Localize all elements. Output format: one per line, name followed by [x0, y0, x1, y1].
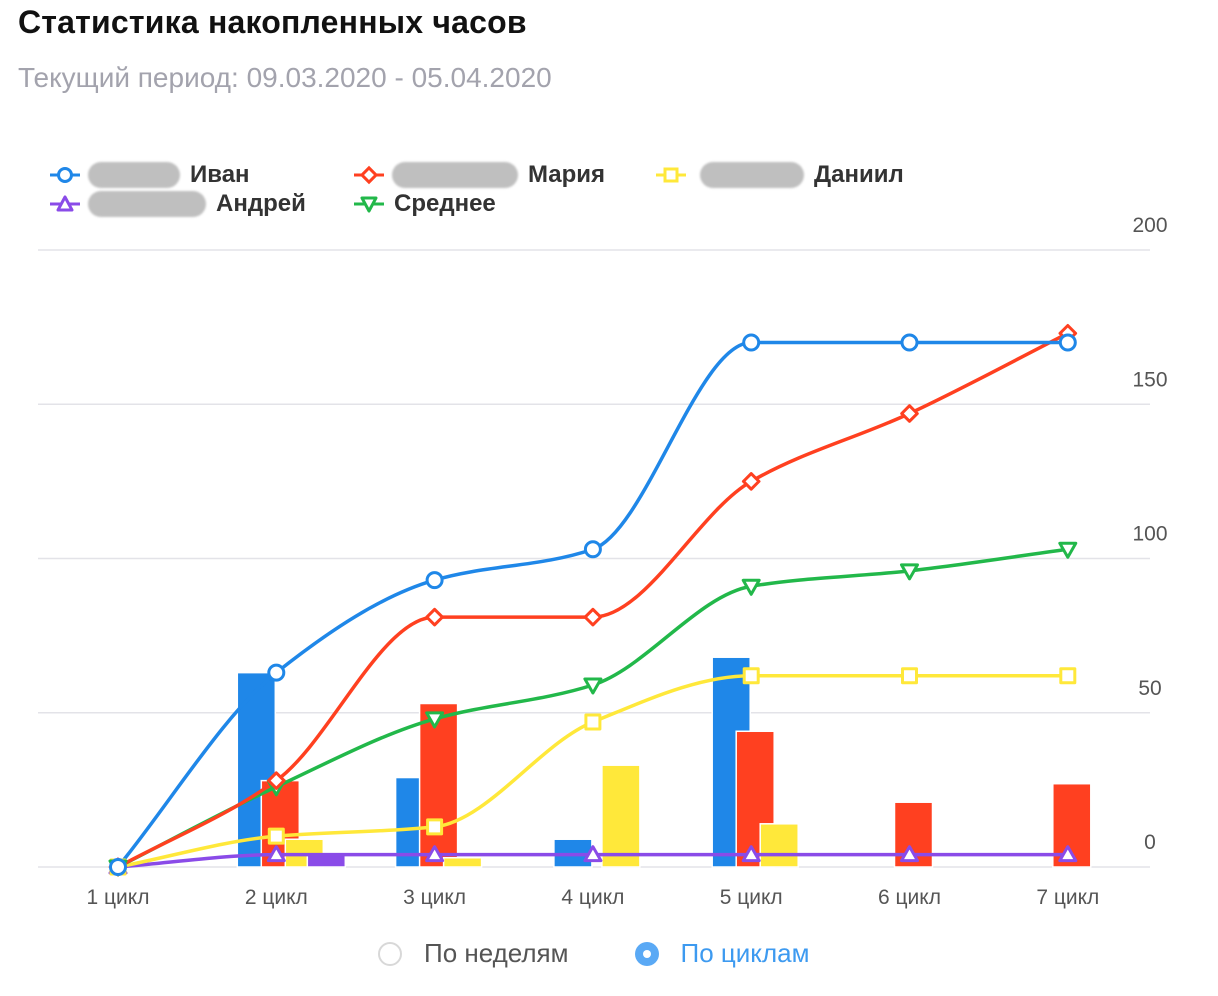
data-point — [109, 858, 127, 876]
chart-markers — [108, 324, 1078, 877]
y-tick-label: 0 — [1144, 831, 1156, 854]
legend-item-daniil[interactable]: Даниил — [654, 160, 904, 190]
legend-marker-triangle-down-icon — [354, 196, 384, 213]
hours-chart: 0 50 100 150 200 1 цикл 2 цикл 3 цикл 4 цикл 5 ци… — [38, 214, 1168, 909]
legend-marker-square-icon — [656, 167, 686, 183]
data-point — [901, 667, 918, 685]
view-toggle: По неделям По циклам — [378, 938, 875, 969]
legend-marker-diamond-icon — [354, 165, 384, 185]
chart-legend: Иван Мария Даниил Андрей Среднее — [48, 160, 948, 224]
legend-item-andrey[interactable]: Андрей — [48, 189, 306, 219]
y-tick-label: 200 — [1132, 214, 1167, 237]
radio-by-weeks[interactable]: По неделям — [378, 938, 569, 969]
x-tick-label: 6 цикл — [878, 886, 941, 909]
x-tick-label: 3 цикл — [403, 886, 466, 909]
bar — [601, 764, 641, 868]
radio-by-cycles[interactable]: По циклам — [634, 938, 810, 969]
data-point — [426, 818, 444, 836]
radio-circle-icon[interactable] — [378, 941, 402, 966]
chart-axis-labels: 0 50 100 150 200 1 цикл 2 цикл 3 цикл 4 цикл 5 ци… — [87, 214, 1168, 909]
legend-blurred-surname — [700, 162, 804, 188]
data-point — [267, 771, 286, 790]
bar — [759, 823, 799, 868]
data-point — [741, 845, 761, 863]
chart-grid — [38, 249, 1150, 868]
y-tick-label: 150 — [1132, 368, 1167, 391]
legend-label: Мария — [528, 161, 606, 188]
data-point — [742, 667, 760, 685]
legend-item-maria[interactable]: Мария — [352, 160, 605, 190]
legend-blurred-surname — [88, 162, 180, 188]
data-point — [900, 563, 919, 581]
bar — [418, 702, 459, 868]
data-point — [583, 845, 603, 863]
legend-label: Даниил — [814, 161, 904, 188]
radio-circle-icon[interactable] — [634, 941, 659, 966]
data-point — [583, 540, 602, 559]
radio-label: По неделям — [424, 938, 569, 968]
legend-item-average[interactable]: Среднее — [352, 189, 496, 219]
data-point — [1059, 667, 1077, 685]
chart-bars — [236, 656, 1092, 868]
data-point — [425, 845, 445, 863]
data-point — [742, 333, 761, 352]
x-tick-label: 1 цикл — [87, 886, 150, 909]
bar — [442, 856, 483, 868]
legend-label: Андрей — [216, 190, 306, 217]
data-point — [425, 607, 444, 627]
legend-label: Иван — [190, 161, 250, 188]
data-point — [584, 713, 602, 731]
x-tick-label: 4 цикл — [561, 886, 624, 909]
legend-marker-triangle-up-icon — [50, 195, 80, 212]
x-tick-label: 5 цикл — [720, 886, 783, 909]
data-point — [1058, 845, 1078, 863]
data-point — [267, 827, 285, 845]
chart-title: Статистика накопленных часов — [18, 4, 527, 40]
legend-blurred-surname — [88, 191, 206, 217]
data-point — [741, 472, 761, 491]
data-point — [900, 333, 919, 352]
data-point — [425, 571, 444, 590]
legend-item-ivan[interactable]: Иван — [48, 160, 250, 190]
data-point — [900, 404, 919, 423]
data-point — [1058, 541, 1078, 559]
data-point — [900, 845, 919, 863]
legend-marker-circle-icon — [50, 167, 80, 183]
data-point — [741, 578, 761, 596]
legend-label: Среднее — [394, 190, 496, 217]
data-point — [583, 677, 603, 695]
radio-label: По циклам — [680, 938, 810, 968]
y-tick-label: 100 — [1132, 523, 1167, 546]
bar — [306, 853, 347, 868]
data-point — [1058, 333, 1077, 352]
x-tick-label: 7 цикл — [1036, 886, 1099, 909]
data-point — [425, 711, 445, 729]
data-point — [583, 607, 603, 627]
period-subtitle: Текущий период: 09.03.2020 - 05.04.2020 — [18, 62, 552, 93]
legend-blurred-surname — [392, 162, 518, 188]
data-point — [266, 845, 286, 863]
x-tick-label: 2 цикл — [245, 886, 308, 909]
y-tick-label: 50 — [1138, 677, 1161, 700]
data-point — [267, 663, 286, 682]
